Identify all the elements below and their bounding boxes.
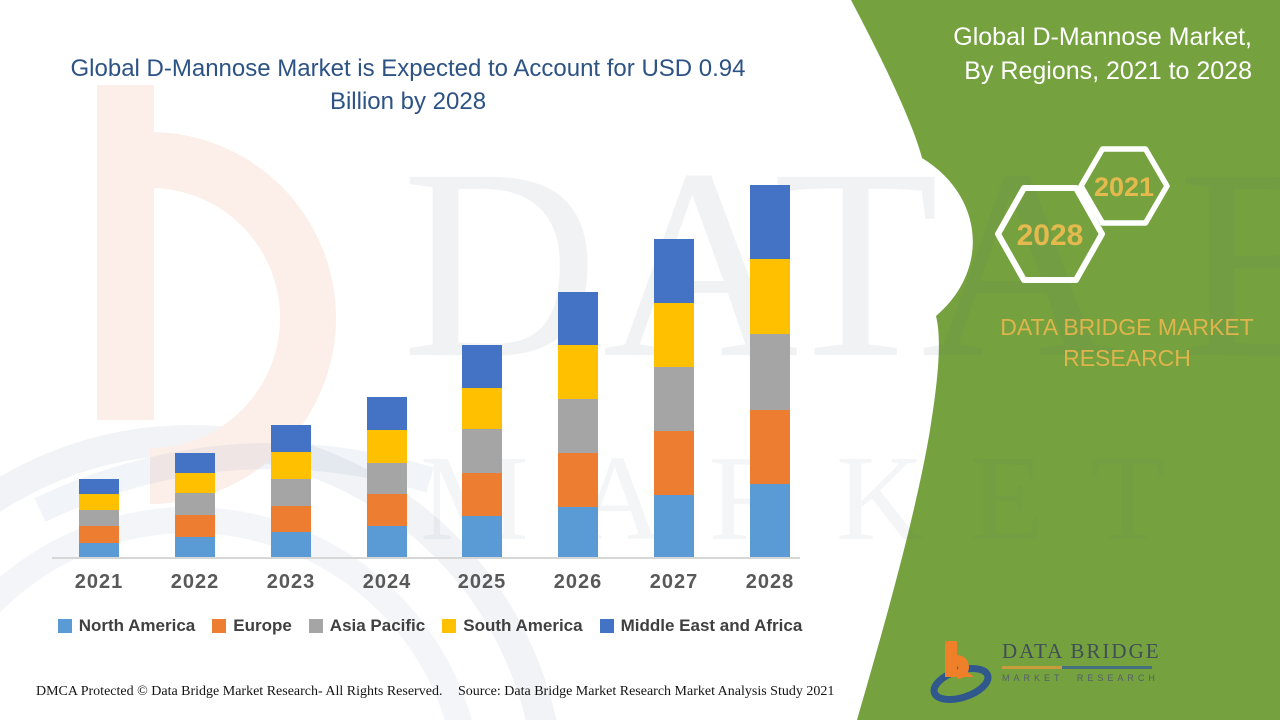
bar-segment-asia-pacific-2026 — [558, 398, 598, 454]
legend-item-south-america: South America — [442, 616, 583, 636]
bar-segment-middle-east-and-africa-2021 — [79, 478, 119, 495]
bar-2022 — [175, 452, 215, 558]
bar-segment-asia-pacific-2027 — [654, 367, 694, 432]
bar-segment-asia-pacific-2022 — [175, 493, 215, 516]
logo-orange-stem — [945, 641, 957, 677]
bar-segment-middle-east-and-africa-2028 — [750, 185, 790, 260]
legend-label-south-america: South America — [463, 616, 583, 635]
data-bridge-logo-mark — [930, 641, 992, 703]
bar-segment-south-america-2028 — [750, 259, 790, 335]
hexagon-year-2028: 2028 — [1017, 219, 1084, 252]
bar-segment-europe-2022 — [175, 515, 215, 537]
x-axis-label-2021: 2021 — [74, 571, 124, 593]
bar-segment-south-america-2025 — [462, 387, 502, 429]
legend-swatch-middle-east-and-africa — [599, 619, 614, 633]
bar-segment-south-america-2023 — [271, 452, 311, 480]
chart-legend: North America Europe Asia Pacific South Ame… — [40, 616, 820, 636]
legend-label-europe: Europe — [233, 616, 292, 635]
bar-segment-europe-2023 — [271, 505, 311, 533]
legend-swatch-europe — [212, 619, 227, 633]
x-axis-line — [52, 557, 800, 559]
hexagon-2021 — [1078, 146, 1170, 226]
bar-segment-south-america-2024 — [367, 430, 407, 463]
bar-segment-middle-east-and-africa-2023 — [271, 424, 311, 453]
bar-segment-middle-east-and-africa-2026 — [558, 291, 598, 345]
year-hexagons: 2028 2021 — [995, 146, 1170, 283]
bar-segment-north-america-2024 — [367, 526, 407, 558]
x-axis-label-2023: 2023 — [266, 571, 316, 593]
hexagon-year-2021: 2021 — [1094, 172, 1154, 202]
bar-segment-europe-2025 — [462, 473, 502, 517]
bar-segment-europe-2026 — [558, 453, 598, 508]
x-axis-label-2024: 2024 — [362, 571, 412, 593]
bar-segment-north-america-2021 — [79, 542, 119, 558]
bar-segment-middle-east-and-africa-2022 — [175, 452, 215, 473]
bar-2024 — [367, 396, 407, 558]
bar-segment-south-america-2027 — [654, 302, 694, 368]
bar-segment-north-america-2022 — [175, 537, 215, 558]
hexagon-2028 — [995, 185, 1105, 283]
bar-segment-asia-pacific-2024 — [367, 462, 407, 494]
bar-2026 — [558, 291, 598, 558]
legend-swatch-north-america — [57, 619, 72, 633]
bar-2025 — [462, 344, 502, 558]
watermark-b-stem — [97, 85, 154, 420]
logo-orange-foot — [945, 671, 974, 677]
x-axis-label-2025: 2025 — [457, 571, 507, 593]
legend-item-europe: Europe — [212, 616, 292, 636]
bar-segment-north-america-2023 — [271, 532, 311, 558]
bar-segment-asia-pacific-2025 — [462, 428, 502, 474]
bar-segment-middle-east-and-africa-2025 — [462, 344, 502, 388]
source-note: Source: Data Bridge Market Research Mark… — [458, 684, 835, 699]
x-axis-label-2022: 2022 — [170, 571, 220, 593]
bar-segment-europe-2028 — [750, 410, 790, 485]
panel-title: Global D-Mannose Market, By Regions, 202… — [953, 23, 1252, 85]
bar-segment-north-america-2027 — [654, 495, 694, 558]
bar-segment-south-america-2026 — [558, 344, 598, 399]
dmca-notice: DMCA Protected © Data Bridge Market Rese… — [36, 684, 443, 699]
bar-2028 — [750, 185, 790, 558]
legend-label-middle-east-and-africa: Middle East and Africa — [620, 616, 803, 635]
logo-text-block: DATA BRIDGE MARKET RESEARCH — [1002, 641, 1161, 683]
chart-title: Global D-Mannose Market is Expected to A… — [70, 55, 746, 115]
bar-2027 — [654, 238, 694, 558]
bar-2021 — [79, 478, 119, 558]
bar-segment-europe-2024 — [367, 493, 407, 527]
bar-segment-asia-pacific-2021 — [79, 509, 119, 526]
bar-segment-middle-east-and-africa-2024 — [367, 396, 407, 431]
bar-2023 — [271, 424, 311, 558]
logo-subtitle: MARKET RESEARCH — [1002, 673, 1159, 683]
bar-segment-north-america-2026 — [558, 507, 598, 558]
x-axis-label-2027: 2027 — [649, 571, 699, 593]
x-axis-label-2028: 2028 — [745, 571, 795, 593]
watermark-text-line2: MARKET RESEARCH — [420, 431, 1280, 566]
logo-divider — [1002, 666, 1152, 669]
bar-segment-europe-2021 — [79, 525, 119, 543]
bar-segment-middle-east-and-africa-2027 — [654, 238, 694, 303]
bar-segment-europe-2027 — [654, 431, 694, 496]
bar-segment-north-america-2028 — [750, 484, 790, 558]
legend-swatch-asia-pacific — [308, 619, 323, 633]
legend-item-north-america: North America — [57, 616, 196, 636]
legend-label-north-america: North America — [78, 616, 196, 635]
data-bridge-logo: DATA BRIDGE MARKET RESEARCH — [930, 633, 1180, 711]
legend-swatch-south-america — [442, 619, 457, 633]
watermark-text-line1: DATA BRIDGE — [402, 113, 1280, 414]
bar-segment-asia-pacific-2028 — [750, 334, 790, 411]
bar-segment-south-america-2022 — [175, 472, 215, 494]
x-axis-label-2026: 2026 — [553, 571, 603, 593]
bar-segment-south-america-2021 — [79, 494, 119, 510]
legend-label-asia-pacific: Asia Pacific — [329, 616, 426, 635]
logo-name: DATA BRIDGE — [1002, 639, 1161, 663]
bar-segment-north-america-2025 — [462, 516, 502, 558]
legend-item-middle-east-and-africa: Middle East and Africa — [599, 616, 803, 636]
brand-name-gold: DATA BRIDGE MARKET RESEARCH — [1000, 314, 1254, 371]
bar-segment-asia-pacific-2023 — [271, 479, 311, 506]
legend-item-asia-pacific: Asia Pacific — [308, 616, 426, 636]
